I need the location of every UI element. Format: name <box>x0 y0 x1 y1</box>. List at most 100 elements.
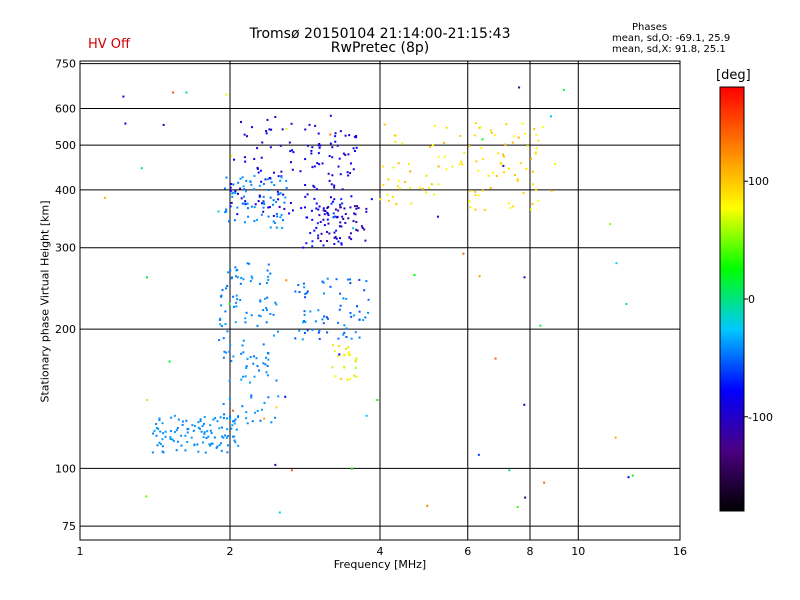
data-point <box>245 179 248 182</box>
data-point <box>363 228 366 231</box>
data-point <box>337 165 340 168</box>
data-point <box>242 339 245 342</box>
data-point <box>244 375 247 378</box>
data-point <box>222 356 225 359</box>
data-point <box>274 221 277 224</box>
data-point <box>253 158 256 161</box>
data-point <box>164 430 167 433</box>
data-point <box>332 212 335 215</box>
data-point <box>445 126 448 129</box>
data-point <box>409 170 412 173</box>
data-point <box>210 432 213 435</box>
data-point <box>237 415 240 418</box>
data-point <box>502 153 505 156</box>
data-point <box>326 317 329 320</box>
data-point <box>303 320 306 323</box>
data-point <box>382 184 385 187</box>
data-point <box>355 221 358 224</box>
data-point <box>490 129 493 132</box>
x-tick-label: 4 <box>377 545 384 558</box>
data-point <box>482 157 485 160</box>
data-point <box>272 199 275 202</box>
data-point <box>480 147 483 150</box>
phases-stats-o: mean, sd,O: -69.1, 25.9 <box>612 33 731 44</box>
data-point <box>264 363 267 366</box>
data-point <box>250 396 253 399</box>
data-point <box>155 434 158 437</box>
data-point <box>260 213 263 216</box>
data-point <box>353 205 356 208</box>
data-point <box>615 262 618 265</box>
data-point <box>267 278 270 281</box>
data-point <box>266 118 269 121</box>
data-point <box>327 205 330 208</box>
data-point <box>326 240 329 243</box>
data-point <box>460 160 463 163</box>
data-point <box>407 163 410 166</box>
data-point <box>283 207 286 210</box>
data-point <box>253 174 256 177</box>
data-point <box>311 328 314 331</box>
data-point <box>535 133 538 136</box>
data-point <box>304 128 307 131</box>
data-point <box>223 187 226 190</box>
data-point <box>267 189 270 192</box>
data-point <box>175 449 178 452</box>
data-point <box>246 207 249 210</box>
data-point <box>156 444 159 447</box>
data-point <box>364 239 367 242</box>
data-point <box>306 290 309 293</box>
data-point <box>225 93 228 96</box>
data-point <box>303 206 306 209</box>
data-point <box>481 138 484 141</box>
data-point <box>279 192 282 195</box>
data-point <box>395 202 398 205</box>
data-point <box>124 122 127 125</box>
data-point <box>256 166 259 169</box>
data-point <box>161 445 164 448</box>
data-point <box>343 331 346 334</box>
plot-grid <box>79 61 681 540</box>
data-point <box>262 343 265 346</box>
data-point <box>318 329 321 332</box>
data-point <box>317 144 320 147</box>
y-tick-label: 200 <box>55 323 76 336</box>
data-point <box>236 192 239 195</box>
data-point <box>225 287 228 290</box>
data-point <box>322 281 325 284</box>
data-point <box>344 213 347 216</box>
data-point <box>319 239 322 242</box>
data-point <box>203 431 206 434</box>
data-point <box>230 183 233 186</box>
data-point <box>262 182 265 185</box>
data-point <box>334 235 337 238</box>
data-point <box>177 418 180 421</box>
data-point <box>315 188 318 191</box>
data-point <box>250 205 253 208</box>
data-point <box>356 205 359 208</box>
data-point <box>398 187 401 190</box>
data-point <box>284 196 287 199</box>
data-point <box>226 428 229 431</box>
data-point <box>202 436 205 439</box>
data-point <box>231 424 234 427</box>
data-point <box>235 301 238 304</box>
data-point <box>172 91 175 94</box>
data-point <box>326 277 329 280</box>
data-point <box>352 220 355 223</box>
data-point <box>339 292 342 295</box>
data-point <box>233 158 236 161</box>
data-point <box>526 145 529 148</box>
data-point <box>462 252 465 255</box>
data-point <box>274 115 277 118</box>
data-point <box>285 186 288 189</box>
data-point <box>343 353 346 356</box>
data-point <box>240 197 243 200</box>
data-point <box>349 162 352 165</box>
data-point <box>162 432 165 435</box>
data-point <box>250 183 253 186</box>
data-point <box>631 474 634 477</box>
data-point <box>155 426 158 429</box>
data-point <box>325 316 328 319</box>
data-point <box>273 334 276 337</box>
